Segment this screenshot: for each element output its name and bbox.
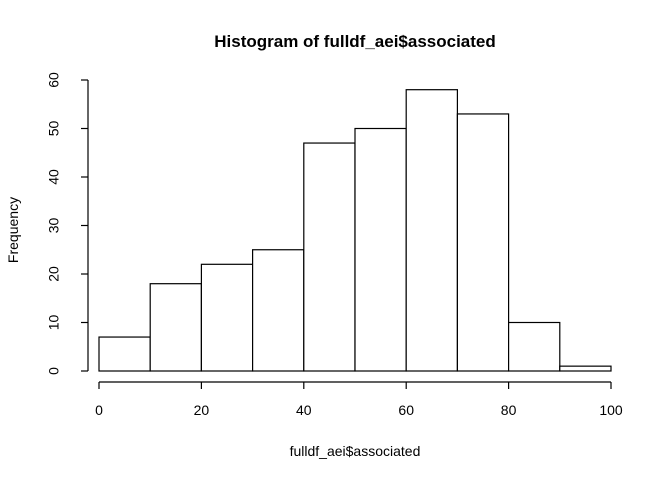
histogram-bar [508, 321, 561, 372]
histogram-bars [98, 89, 612, 372]
y-tick-label: 60 [46, 72, 62, 88]
x-tick-label: 80 [501, 402, 517, 418]
y-axis: 0 10 20 30 40 50 60 [46, 72, 89, 375]
y-tick-label: 30 [46, 218, 62, 234]
x-tick-label: 60 [398, 402, 414, 418]
histogram-bar [405, 89, 459, 372]
histogram-bar [252, 249, 305, 372]
histogram-bar [200, 263, 254, 372]
y-tick-label: 40 [46, 169, 62, 185]
x-tick-label: 0 [95, 402, 103, 418]
histogram-bar [354, 127, 407, 372]
x-axis: 0 20 40 60 80 100 [95, 381, 623, 418]
y-tick-label: 50 [46, 121, 62, 137]
histogram-bar [149, 283, 202, 372]
x-tick-label: 100 [599, 402, 623, 418]
x-tick-label: 40 [296, 402, 312, 418]
x-tick-label: 20 [194, 402, 210, 418]
y-tick-label: 0 [46, 367, 62, 375]
chart-title: Histogram of fulldf_aei$associated [214, 32, 496, 51]
y-axis-label: Frequency [5, 197, 21, 263]
y-tick-label: 10 [46, 315, 62, 331]
x-axis-label: fulldf_aei$associated [290, 443, 421, 459]
histogram-bar [559, 365, 612, 372]
histogram-bar [98, 336, 151, 372]
histogram-bar [456, 113, 510, 372]
y-tick-label: 20 [46, 266, 62, 282]
histogram-bar [303, 142, 356, 372]
